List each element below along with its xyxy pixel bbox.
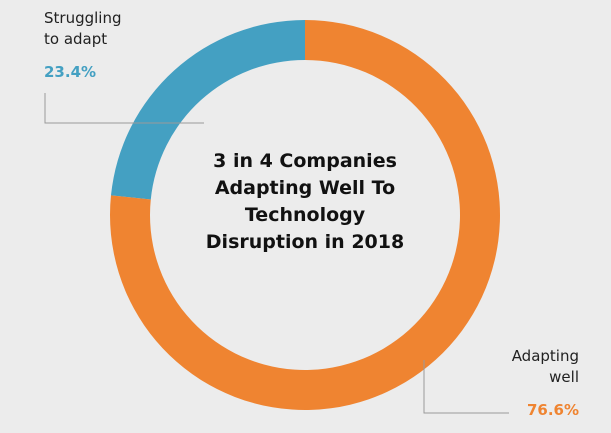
leader-line-struggling [44, 93, 204, 124]
slice-label-line: well [549, 368, 579, 386]
slice-value-adapting: 76.6% [526, 401, 579, 419]
title-line: Technology [244, 204, 366, 226]
slice-label-struggling: Struggling to adapt [44, 8, 121, 50]
donut-slice-struggling-to-adapt [110, 20, 305, 200]
title-line: Disruption in 2018 [205, 231, 405, 253]
slice-label-line: to adapt [44, 30, 108, 48]
slice-label-line: Adapting [511, 347, 579, 365]
slice-label-adapting: Adapting well [470, 346, 579, 388]
chart-title: 3 in 4 Companies Adapting Well To Techno… [180, 148, 430, 256]
title-line: Adapting Well To [214, 177, 396, 199]
slice-value-struggling: 23.4% [44, 63, 97, 81]
title-line: 3 in 4 Companies [213, 150, 397, 172]
leader-line-adapting [423, 360, 509, 414]
slice-label-line: Struggling [44, 9, 122, 27]
